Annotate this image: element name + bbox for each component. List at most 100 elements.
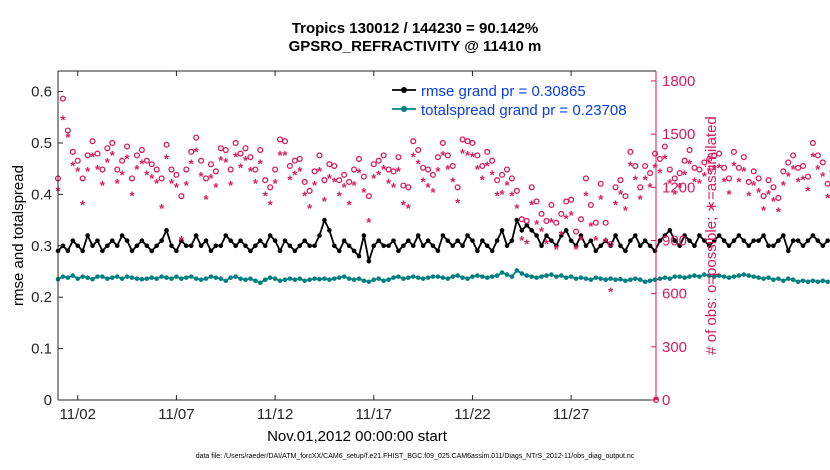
x-tick-label: 11/27 bbox=[553, 406, 589, 423]
y-right-tick-label: 900 bbox=[662, 232, 687, 249]
obs-possible-point bbox=[622, 193, 629, 200]
rmse-point bbox=[731, 238, 737, 243]
rmse-point bbox=[174, 248, 179, 254]
obs-possible-point bbox=[444, 152, 451, 159]
obs-assimilated-point: * bbox=[485, 159, 491, 174]
obs-possible-point bbox=[133, 152, 140, 159]
obs-assimilated-point: * bbox=[337, 189, 343, 204]
rmse-point bbox=[277, 248, 283, 254]
rmse-point bbox=[401, 243, 406, 249]
obs-possible-point bbox=[745, 178, 752, 186]
obs-possible-point bbox=[217, 145, 224, 152]
rmse-point bbox=[529, 228, 534, 233]
obs-assimilated-point: * bbox=[731, 159, 737, 174]
rmse-point bbox=[346, 243, 352, 249]
rmse-point bbox=[702, 238, 707, 243]
rmse-point bbox=[667, 228, 673, 233]
rmse-point bbox=[440, 233, 446, 238]
totalspread-point bbox=[440, 275, 446, 280]
totalspread-point bbox=[647, 278, 653, 284]
obs-possible-point bbox=[651, 150, 659, 157]
obs-assimilated-point: * bbox=[524, 237, 530, 252]
obs-possible-point bbox=[296, 155, 303, 162]
rmse-point bbox=[761, 233, 766, 238]
y-right-tick-label: 1500 bbox=[662, 126, 695, 143]
obs-assimilated-point: * bbox=[514, 201, 520, 216]
obs-possible-point bbox=[484, 148, 491, 155]
rmse-point bbox=[509, 238, 515, 243]
obs-possible-point bbox=[326, 161, 333, 168]
totalspread-point bbox=[598, 276, 604, 281]
obs-assimilated-point: * bbox=[504, 178, 510, 193]
rmse-point bbox=[677, 243, 682, 249]
obs-possible-point bbox=[676, 170, 683, 177]
obs-assimilated-point: * bbox=[796, 174, 802, 189]
obs-possible-point bbox=[819, 159, 826, 166]
rmse-point bbox=[554, 243, 559, 249]
rmse-point bbox=[815, 238, 821, 243]
obs-possible-point bbox=[202, 175, 210, 182]
obs-assimilated-point: * bbox=[707, 164, 713, 179]
rmse-point bbox=[726, 243, 732, 249]
obs-assimilated-point: * bbox=[233, 150, 239, 165]
obs-possible-point bbox=[750, 168, 757, 175]
obs-assimilated-point: * bbox=[820, 169, 826, 184]
totalspread-point bbox=[652, 277, 658, 283]
totalspread-point bbox=[243, 277, 248, 283]
totalspread-point bbox=[307, 277, 312, 283]
obs-possible-point bbox=[469, 139, 476, 147]
y-right-tick-label: 300 bbox=[662, 339, 687, 356]
obs-possible-point bbox=[355, 155, 363, 162]
obs-assimilated-point: * bbox=[223, 155, 229, 170]
totalspread-point bbox=[800, 278, 806, 284]
totalspread-point bbox=[662, 275, 668, 280]
totalspread-point bbox=[721, 274, 727, 279]
obs-assimilated-point: * bbox=[332, 174, 338, 189]
totalspread-point bbox=[109, 275, 115, 280]
obs-possible-point bbox=[207, 161, 215, 168]
totalspread-point bbox=[539, 274, 544, 279]
y-axis-label-right: # of obs: o=possible; ∗=assimilated bbox=[703, 116, 720, 355]
obs-assimilated-point: * bbox=[569, 208, 575, 223]
rmse-point bbox=[475, 248, 480, 254]
y-axis-label: rmse and totalspread bbox=[10, 165, 27, 306]
obs-possible-point bbox=[563, 198, 570, 205]
rmse-point bbox=[381, 243, 386, 249]
rmse-point bbox=[637, 243, 643, 249]
totalspread-point bbox=[736, 273, 742, 278]
obs-assimilated-point: * bbox=[60, 112, 66, 127]
totalspread-point bbox=[90, 276, 95, 282]
obs-possible-point bbox=[790, 152, 797, 159]
obs-possible-point bbox=[390, 168, 397, 175]
rmse-point bbox=[588, 238, 594, 243]
obs-assimilated-point: * bbox=[746, 189, 752, 204]
obs-assimilated-point: * bbox=[297, 164, 303, 179]
totalspread-point bbox=[193, 276, 199, 281]
obs-assimilated-point: * bbox=[672, 187, 678, 202]
totalspread-point bbox=[524, 273, 530, 278]
obs-assimilated-point: * bbox=[149, 171, 155, 186]
obs-possible-point bbox=[508, 175, 515, 182]
obs-assimilated-point: * bbox=[396, 164, 402, 179]
obs-assimilated-point: * bbox=[475, 162, 481, 177]
obs-possible-point bbox=[400, 182, 407, 189]
obs-assimilated-point: * bbox=[519, 233, 525, 248]
totalspread-point bbox=[558, 273, 564, 278]
obs-possible-point bbox=[686, 147, 693, 154]
totalspread-point bbox=[351, 277, 357, 283]
rmse-point bbox=[820, 243, 826, 249]
rmse-point bbox=[410, 243, 416, 249]
obs-possible-point bbox=[114, 166, 121, 173]
obs-possible-point bbox=[612, 184, 619, 191]
obs-possible-point bbox=[637, 184, 644, 191]
obs-assimilated-point: * bbox=[90, 150, 96, 165]
totalspread-point bbox=[75, 276, 81, 281]
obs-assimilated-point: * bbox=[199, 169, 205, 184]
obs-possible-point bbox=[331, 162, 338, 170]
totalspread-point bbox=[386, 277, 391, 283]
obs-possible-point bbox=[568, 196, 575, 203]
totalspread-point bbox=[608, 276, 613, 281]
obs-assimilated-point: * bbox=[598, 192, 604, 207]
obs-assimilated-point: * bbox=[376, 167, 382, 182]
